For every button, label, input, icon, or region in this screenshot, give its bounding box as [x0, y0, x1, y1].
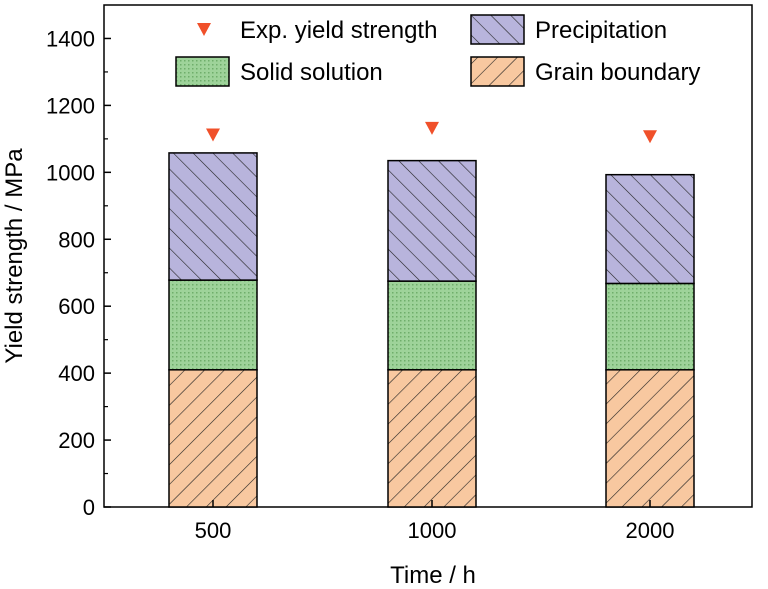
legend: Exp. yield strength Precipitation Solid so…	[175, 14, 700, 87]
y-tick-label-1200: 1200	[46, 93, 95, 118]
x-tick-label-500: 500	[195, 518, 232, 543]
legend-label-solid-solution: Solid solution	[240, 59, 383, 86]
bar-grain-boundary-500	[168, 369, 258, 508]
legend-swatch-grain-boundary	[470, 56, 525, 87]
exp-yield-marker-1000	[425, 121, 439, 135]
legend-swatch-precipitation	[470, 14, 525, 45]
bar-precipitation-500	[168, 152, 258, 281]
y-tick-label-600: 600	[58, 294, 95, 319]
legend-swatch-solid-solution	[175, 56, 230, 87]
bar-grain-boundary-1000	[387, 369, 477, 508]
y-tick-label-200: 200	[58, 428, 95, 453]
bar-grain-boundary-2000	[605, 369, 695, 508]
y-tick-label-800: 800	[58, 227, 95, 252]
y-axis-label: Yield strength / MPa	[1, 148, 28, 364]
markers-group	[206, 121, 657, 144]
legend-label-exp-yield-strength: Exp. yield strength	[240, 17, 437, 44]
bars-group	[168, 152, 695, 508]
x-axis-label: Time / h	[390, 562, 476, 589]
bar-solid-solution-500	[168, 279, 258, 371]
bar-solid-solution-2000	[605, 282, 695, 371]
legend-label-grain-boundary: Grain boundary	[535, 59, 700, 86]
legend-label-precipitation: Precipitation	[535, 17, 667, 44]
x-tick-label-1000: 1000	[408, 518, 457, 543]
y-axis: 0 200 400 600 800 1000 1200 1400	[46, 26, 111, 520]
y-tick-label-1000: 1000	[46, 160, 95, 185]
x-axis: 500 1000 2000	[195, 500, 675, 543]
y-tick-label-1400: 1400	[46, 26, 95, 51]
y-tick-label-400: 400	[58, 361, 95, 386]
bar-solid-solution-1000	[387, 280, 477, 371]
bar-precipitation-1000	[387, 159, 477, 282]
exp-yield-marker-2000	[643, 130, 657, 144]
exp-yield-marker-500	[206, 128, 220, 142]
y-tick-label-0: 0	[83, 495, 95, 520]
x-tick-label-2000: 2000	[626, 518, 675, 543]
bar-precipitation-2000	[605, 173, 695, 285]
legend-exp-yield-marker	[197, 23, 211, 36]
